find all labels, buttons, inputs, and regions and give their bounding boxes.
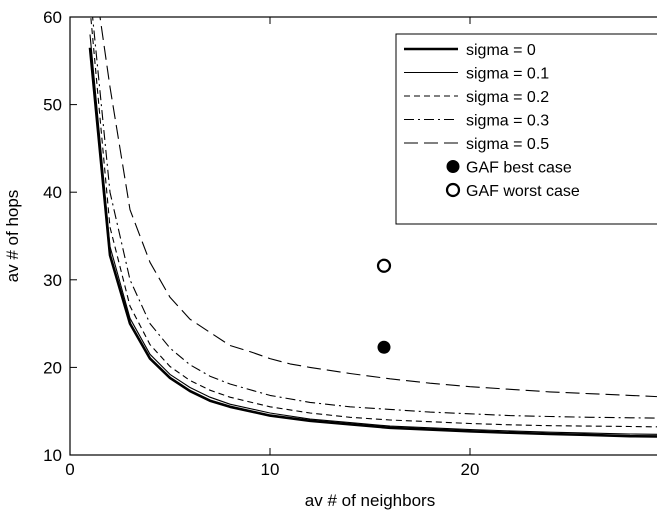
- y-tick-label: 50: [43, 96, 62, 115]
- series-line-0: [88, 47, 657, 438]
- x-axis-label: av # of neighbors: [305, 491, 435, 510]
- series-line-2: [90, 17, 657, 428]
- y-tick-label: 30: [43, 271, 62, 290]
- legend-marker-0: [446, 160, 460, 173]
- series-line-4: [99, 17, 657, 398]
- x-tick-label: 0: [65, 460, 74, 479]
- y-tick-label: 20: [43, 358, 62, 377]
- series-line-3: [92, 17, 657, 419]
- x-tick-label: 20: [461, 460, 480, 479]
- legend-label: sigma = 0.1: [466, 66, 549, 83]
- y-tick-label: 10: [43, 446, 62, 465]
- legend-label: sigma = 0.5: [466, 136, 549, 153]
- data-points: [376, 258, 392, 354]
- legend-box: [395, 33, 657, 225]
- legend-label: GAF best case: [466, 160, 572, 177]
- plot-area-frame: [69, 16, 657, 456]
- legend-label: sigma = 0: [466, 42, 536, 59]
- series-group: [88, 17, 657, 438]
- y-tick-labels: 10 20 30 40 50 60: [43, 8, 62, 465]
- series-line-1: [89, 34, 657, 435]
- y-tick-label: 40: [43, 183, 62, 202]
- legend-label: GAF worst case: [466, 183, 580, 200]
- gaf-worst-case-point: [376, 258, 392, 273]
- y-tick-label: 60: [43, 8, 62, 27]
- x-tick-label: 10: [261, 460, 280, 479]
- y-axis-label: av # of hops: [3, 190, 22, 283]
- gaf-best-case-point: [377, 340, 391, 354]
- legend-marker-1: [445, 182, 461, 198]
- legend: sigma = 0 sigma = 0.1 sigma = 0.2 sigma = 0…: [395, 33, 657, 225]
- legend-label: sigma = 0.2: [466, 89, 549, 106]
- legend-label: sigma = 0.3: [466, 113, 549, 130]
